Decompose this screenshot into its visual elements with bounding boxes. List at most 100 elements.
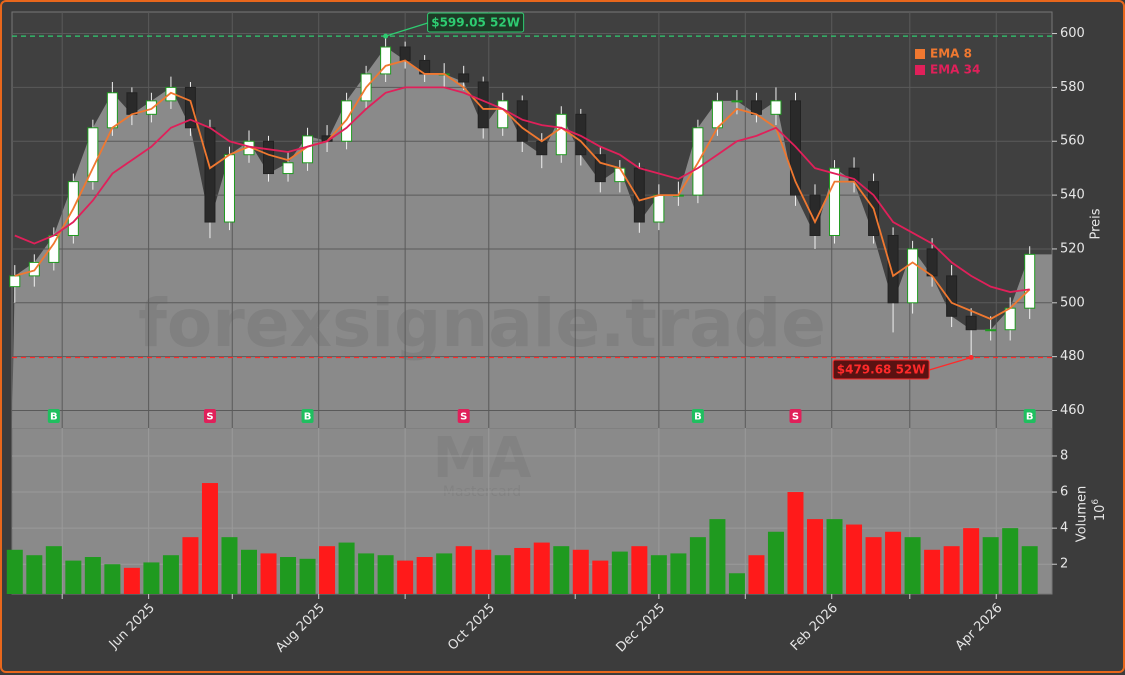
signal-badge bbox=[789, 409, 802, 423]
volume-bar bbox=[475, 549, 492, 594]
candle-body bbox=[106, 92, 118, 129]
volume-bar bbox=[358, 553, 375, 594]
signal-label: S bbox=[206, 412, 213, 423]
volume-bar bbox=[748, 555, 765, 594]
candle-body bbox=[789, 100, 801, 196]
candle-body bbox=[653, 194, 665, 223]
y-tick-label: 500 bbox=[1060, 295, 1085, 310]
candle-body bbox=[1024, 253, 1036, 309]
volume-bar bbox=[592, 560, 609, 594]
y2-tick-label: 6 bbox=[1060, 485, 1068, 500]
volume-bar bbox=[494, 555, 511, 594]
volume-bar bbox=[240, 549, 257, 594]
volume-bar bbox=[260, 553, 277, 594]
volume-bar bbox=[982, 537, 999, 594]
candle-body bbox=[770, 100, 782, 115]
volume-bar bbox=[689, 537, 706, 594]
volume-bar bbox=[221, 537, 238, 594]
candle-body bbox=[145, 100, 157, 115]
x-tick-label: Oct 2025 bbox=[445, 601, 498, 654]
signal-label: B bbox=[694, 412, 702, 423]
signal-badge bbox=[301, 409, 314, 423]
candle-body bbox=[223, 154, 235, 223]
annotation-point bbox=[383, 33, 389, 39]
candle-body bbox=[399, 46, 411, 61]
volume-bar bbox=[123, 567, 140, 594]
y-tick-label: 520 bbox=[1060, 241, 1085, 256]
y-tick-label: 560 bbox=[1060, 134, 1085, 149]
candle-body bbox=[9, 275, 21, 288]
volume-bar bbox=[943, 546, 960, 594]
watermark: forexsignale.trade bbox=[138, 285, 826, 362]
y2-tick-label: 8 bbox=[1060, 448, 1068, 463]
signal-badge bbox=[457, 409, 470, 423]
volume-bar bbox=[572, 549, 589, 594]
legend-swatch bbox=[915, 49, 925, 59]
signal-badge bbox=[1023, 409, 1036, 423]
candle-body bbox=[341, 100, 353, 142]
x-tick-label: Apr 2026 bbox=[953, 601, 1006, 654]
signal-label: B bbox=[1026, 412, 1034, 423]
annotation-text: $479.68 52W bbox=[837, 363, 926, 377]
annotation-box bbox=[832, 359, 930, 380]
volume-bar bbox=[104, 564, 121, 594]
volume-bar bbox=[865, 537, 882, 594]
x-tick-label: Dec 2025 bbox=[613, 601, 668, 656]
candle-body bbox=[380, 46, 392, 75]
y-tick-label: 460 bbox=[1060, 403, 1085, 418]
candle-body bbox=[907, 248, 919, 304]
candle-body bbox=[126, 92, 138, 115]
candle-body bbox=[946, 275, 958, 317]
volume-bar bbox=[299, 558, 316, 594]
y-tick-label: 580 bbox=[1060, 80, 1085, 95]
volume-bar bbox=[436, 553, 453, 594]
annotation-arrow bbox=[385, 22, 428, 37]
candle-body bbox=[985, 329, 997, 332]
y-tick-label: 480 bbox=[1060, 349, 1085, 364]
volume-bar bbox=[924, 549, 941, 594]
volume-bar bbox=[553, 546, 570, 594]
volume-bar bbox=[826, 519, 843, 594]
signal-badge bbox=[47, 409, 60, 423]
price-area bbox=[12, 47, 1052, 428]
volume-bar bbox=[65, 560, 82, 594]
y2-tick-label: 4 bbox=[1060, 521, 1068, 536]
scale-exponent: 6 bbox=[1091, 499, 1101, 505]
y-tick-label: 540 bbox=[1060, 188, 1085, 203]
annotation-box bbox=[427, 12, 525, 33]
signal-badge bbox=[691, 409, 704, 423]
volume-bar bbox=[162, 555, 179, 594]
candle-body bbox=[555, 113, 567, 156]
volume-bar bbox=[84, 557, 101, 594]
y-axis-label: Preis bbox=[1089, 208, 1104, 239]
candle-body bbox=[750, 100, 762, 115]
signal-label: B bbox=[304, 412, 312, 423]
candle-body bbox=[731, 100, 743, 103]
scale-base: 10 bbox=[1093, 505, 1108, 522]
volume-bar bbox=[631, 546, 648, 594]
legend-swatch bbox=[915, 65, 925, 75]
volume-bar bbox=[533, 542, 550, 594]
x-tick-label: Feb 2026 bbox=[788, 601, 841, 654]
candle-body bbox=[887, 234, 899, 304]
volume-bar bbox=[709, 519, 726, 594]
candle-body bbox=[536, 140, 548, 156]
candle-body bbox=[829, 167, 841, 236]
volume-bar bbox=[338, 542, 355, 594]
volume-bar bbox=[143, 562, 160, 594]
candle-body bbox=[497, 100, 509, 129]
annotation-point bbox=[968, 355, 974, 361]
legend-label: EMA 8 bbox=[930, 47, 972, 61]
signal-label: S bbox=[792, 412, 799, 423]
candle-body bbox=[594, 154, 606, 183]
volume-bar bbox=[201, 483, 218, 594]
volume-bar bbox=[728, 573, 745, 594]
volume-bar bbox=[787, 492, 804, 594]
annotation-text: $599.05 52W bbox=[431, 16, 520, 30]
candle-body bbox=[926, 248, 938, 277]
y2-tick-label: 2 bbox=[1060, 557, 1068, 572]
candle-body bbox=[477, 81, 489, 129]
volume-bar bbox=[963, 528, 980, 594]
